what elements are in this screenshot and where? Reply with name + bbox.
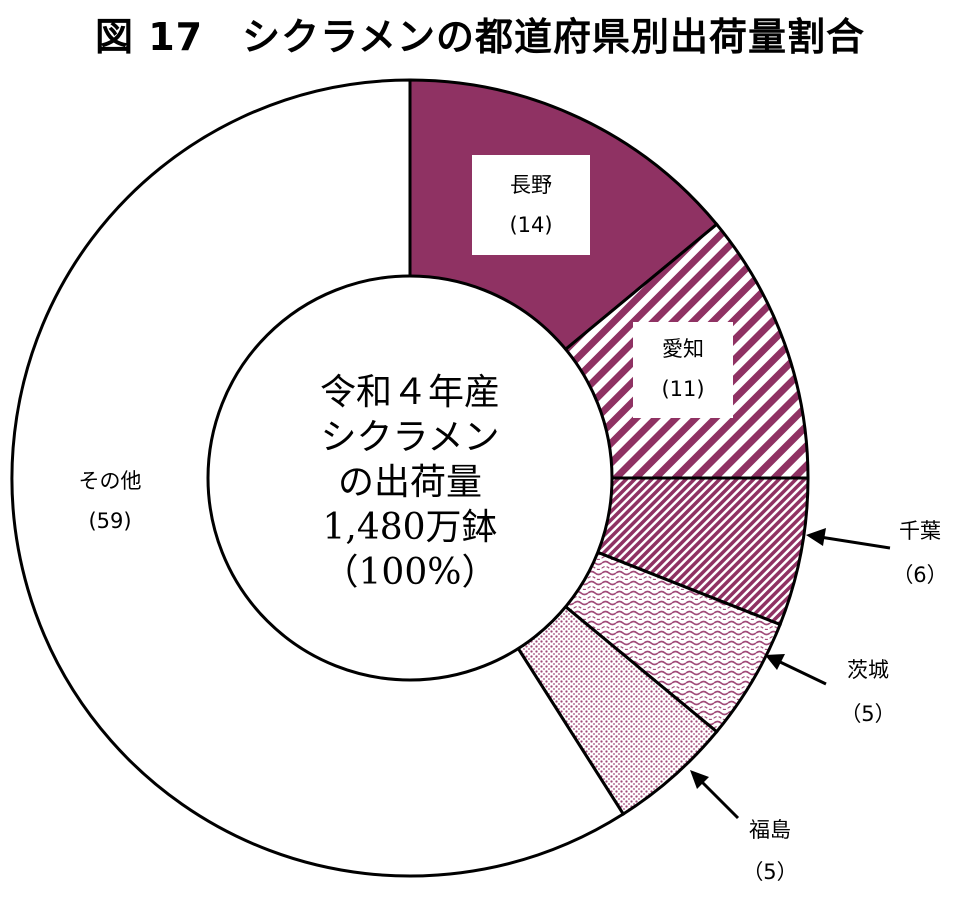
label-value-other: (59) (88, 509, 131, 533)
label-name-chiba: 千葉 (899, 519, 941, 543)
center-line-4: 1,480万鉢 (322, 507, 497, 548)
arrowhead-fukushima (690, 770, 709, 789)
center-line-3: の出荷量 (338, 462, 482, 503)
label-name-other: その他 (79, 469, 142, 493)
label-value-ibaraki: （5） (840, 702, 895, 726)
center-line-5: （100%） (323, 552, 498, 593)
label-value-aichi: (11) (661, 377, 704, 401)
label-value-fukushima: （5） (742, 860, 797, 884)
donut-hole (206, 274, 614, 682)
label-box-nagano (472, 155, 590, 255)
center-label: 令和４年産 シクラメン の出荷量 1,480万鉢 （100%） (320, 372, 500, 593)
label-box-aichi (633, 322, 733, 418)
label-value-nagano: (14) (509, 213, 552, 237)
chart-title: 図 17 シクラメンの都道府県別出荷量割合 (95, 15, 865, 59)
label-name-fukushima: 福島 (749, 818, 791, 842)
center-line-2: シクラメン (321, 417, 500, 458)
arrowhead-chiba (806, 528, 826, 546)
label-name-ibaraki: 茨城 (847, 658, 889, 682)
arrowhead-ibaraki (765, 654, 785, 670)
center-line-1: 令和４年産 (320, 372, 500, 413)
leader-line-fukushima (698, 778, 740, 820)
leader-line-chiba (819, 535, 891, 550)
label-name-aichi: 愛知 (662, 337, 704, 361)
leader-line-ibaraki (777, 659, 827, 686)
label-value-chiba: （6） (892, 563, 947, 587)
label-name-nagano: 長野 (510, 173, 552, 197)
